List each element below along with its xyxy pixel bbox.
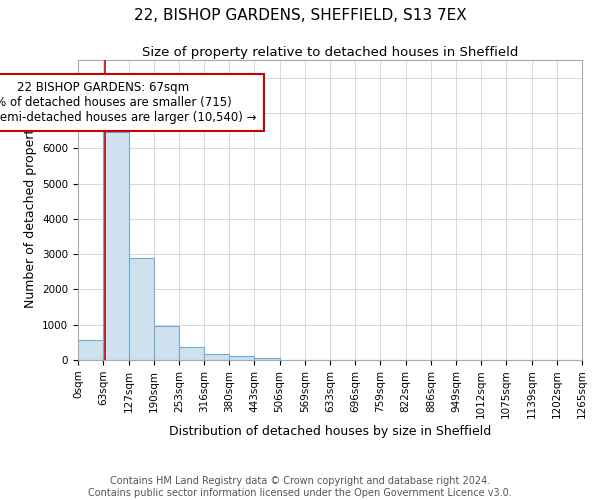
Bar (78, 340, 103, 360)
Bar (254, 358, 280, 360)
Text: Contains HM Land Registry data © Crown copyright and database right 2024.
Contai: Contains HM Land Registry data © Crown c… (88, 476, 512, 498)
Bar (229, 356, 254, 360)
Title: Size of property relative to detached houses in Sheffield: Size of property relative to detached ho… (142, 46, 518, 59)
Text: 22, BISHOP GARDENS, SHEFFIELD, S13 7EX: 22, BISHOP GARDENS, SHEFFIELD, S13 7EX (134, 8, 466, 22)
Bar (103, 132, 128, 360)
Bar (204, 354, 229, 360)
Y-axis label: Number of detached properties: Number of detached properties (23, 112, 37, 308)
Bar (179, 348, 204, 360)
Text: 22 BISHOP GARDENS: 67sqm
← 6% of detached houses are smaller (715)
93% of semi-d: 22 BISHOP GARDENS: 67sqm ← 6% of detache… (0, 81, 257, 124)
Bar (154, 326, 179, 360)
X-axis label: Distribution of detached houses by size in Sheffield: Distribution of detached houses by size … (169, 426, 491, 438)
Bar (128, 258, 154, 360)
